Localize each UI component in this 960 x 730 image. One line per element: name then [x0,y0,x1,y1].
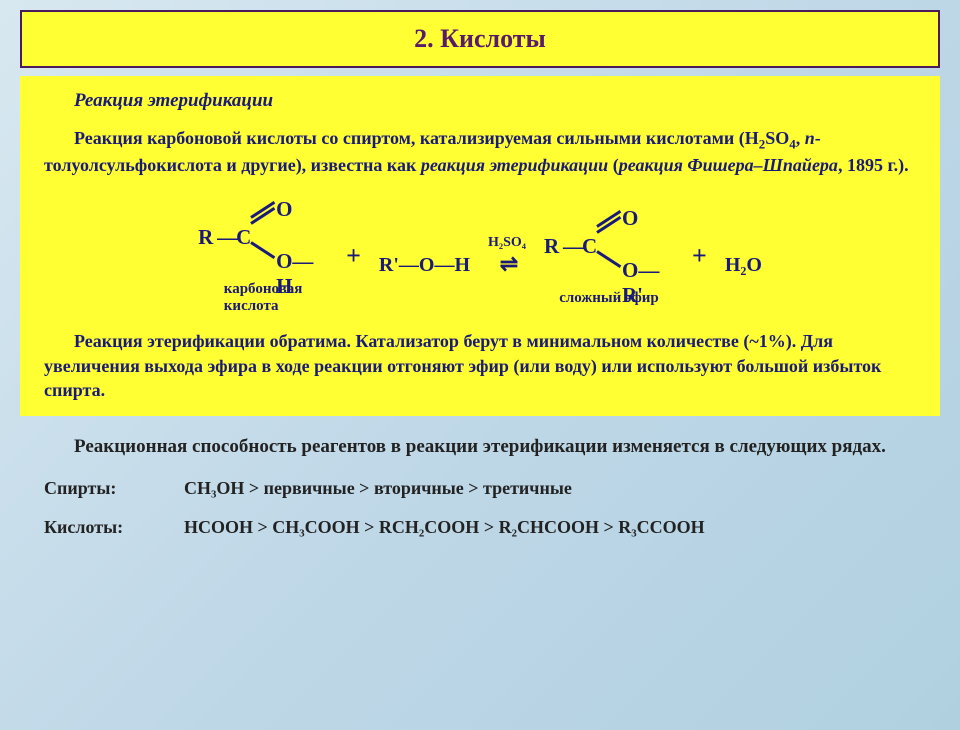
paragraph-2: Реакция этерификации обратима. Катализат… [44,329,916,402]
p1-t3: , [796,128,805,148]
atom-o: O [276,197,292,222]
p1-bi1: реакция этерификации [421,155,608,175]
header-title: 2. Кислоты [414,24,546,53]
equilibrium-icon: ⇌ [500,251,514,277]
p2-bold: Реакция этерификации обратима. Катализат… [74,331,796,351]
plus-sign-2: + [692,241,707,271]
paragraph-1: Реакция карбоновой кислоты со спиртом, к… [44,126,916,177]
water-formula: H₂O [725,255,762,275]
p1-t2: SO [765,128,789,148]
reactivity-row-alcohols: Спирты: CH₃OH > первичные > вторичные > … [44,478,916,499]
row-seq-acids: HCOOH > CH₃COOH > RCH₂COOH > R₂CHCOOH > … [184,517,705,538]
slide-header: 2. Кислоты [20,10,940,68]
lower-content-block: Реакционная способность реагентов в реак… [20,422,940,556]
row-label-acids: Кислоты: [44,517,154,538]
plus-sign-1: + [346,241,361,271]
ester-structure: R — C O O—R' [544,206,674,284]
row-label-alcohols: Спирты: [44,478,154,499]
atom-c2: C [582,234,597,259]
group-or: O—R' [622,258,674,308]
yellow-content-block: Реакция этерификации Реакция карбоновой … [20,76,940,416]
single-bond2 [596,250,621,268]
atom-r: R [198,225,213,250]
double-bond [251,210,277,228]
p1-t6: , 1895 г.). [838,155,909,175]
alcohol-formula: R'—O—H [379,255,470,275]
product-ester: R — C O O—R' сложный эфир [544,206,674,307]
reaction-condition: H₂SO₄ [488,235,526,251]
atom-c: C [236,225,251,250]
double-bond2 [597,219,623,237]
p1-t1: Реакция карбоновой кислоты со спиртом, к… [74,128,759,148]
section-subtitle: Реакция этерификации [44,90,916,112]
atom-r2: R [544,234,559,259]
row-seq-alcohols: CH₃OH > первичные > вторичные > третичны… [184,478,572,499]
reactivity-row-acids: Кислоты: HCOOH > CH₃COOH > RCH₂COOH > R₂… [44,517,916,538]
acid-structure: R — C O O—H [198,197,328,275]
group-oh: O—H [276,249,328,299]
reaction-scheme: R — C O O—H карбоновая кислота + R'—O—H … [44,197,916,315]
lower-paragraph: Реакционная способность реагентов в реак… [44,434,916,460]
bond-dash: — [217,225,238,250]
p1-bi2: реакция Фишера–Шпайера [619,155,838,175]
product-water: H₂O [725,237,762,275]
single-bond [250,242,275,260]
equilibrium-arrow: H₂SO₄ ⇌ [488,235,526,277]
p1-i1: n [805,128,815,148]
bond-dash2: — [563,234,584,259]
atom-o2: O [622,206,638,231]
reactant-alcohol: R'—O—H [379,237,470,275]
reactant-acid: R — C O O—H карбоновая кислота [198,197,328,315]
p1-t5: ( [608,155,619,175]
